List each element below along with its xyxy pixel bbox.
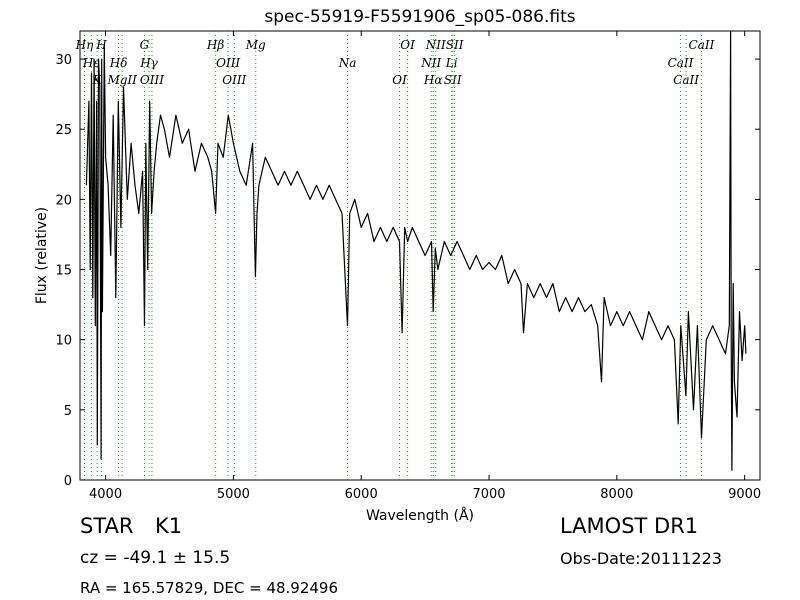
line-label: OI [400,38,415,52]
line-label: Na [338,56,357,70]
x-tick-label: 9000 [728,487,761,502]
line-label: SII [446,38,464,52]
x-tick-label: 6000 [345,487,378,502]
line-label: NII [425,38,446,52]
x-tick-label: 5000 [217,487,250,502]
x-tick-label: 7000 [472,487,505,502]
plot-frame [79,30,761,481]
line-label: H [95,38,107,52]
y-tick-label: 5 [64,404,72,419]
line-label: CaII [673,73,699,87]
line-label: OIII [140,73,164,87]
line-label: Li [445,56,458,70]
line-label: SII [444,73,462,87]
y-tick-label: 30 [55,53,72,68]
y-tick-label: 25 [55,123,72,138]
line-label: Mg [245,38,266,52]
line-label: K [92,73,103,87]
y-tick-label: 0 [64,474,72,489]
line-label: Hη [75,38,94,52]
line-label: OIII [216,56,240,70]
y-tick-label: 15 [55,264,72,279]
object-subclass: K1 [155,514,183,538]
y-tick-label: 20 [55,193,72,208]
line-label: Hγ [139,56,158,70]
x-tick-label: 4000 [89,487,122,502]
chart-title: spec-55919-F5591906_sp05-086.fits [264,7,575,27]
y-tick-label: 10 [55,334,72,349]
x-tick-label: 8000 [600,487,633,502]
spectrum-line [85,30,747,471]
line-label: OI [392,73,407,87]
line-label: CaII [689,38,715,52]
x-axis-label: Wavelength (Å) [366,507,474,524]
line-label: Hε [82,56,100,70]
line-label: CaII [668,56,694,70]
line-label: G [140,38,150,52]
y-axis-label: Flux (relative) [34,207,50,304]
line-label: OIII [222,73,246,87]
survey-label: LAMOST DR1 [560,514,699,538]
line-label: Hβ [206,38,224,52]
coordinates-readout: RA = 165.57829, DEC = 48.92496 [80,579,339,597]
line-label: Hδ [109,56,128,70]
object-class: STAR [80,514,134,538]
redshift-readout: cz = -49.1 ± 15.5 [80,548,231,568]
line-label: MgII [106,73,137,87]
line-label: NII [420,56,441,70]
obs-date: Obs-Date:20111223 [560,549,722,568]
line-label: Hα [423,73,443,87]
